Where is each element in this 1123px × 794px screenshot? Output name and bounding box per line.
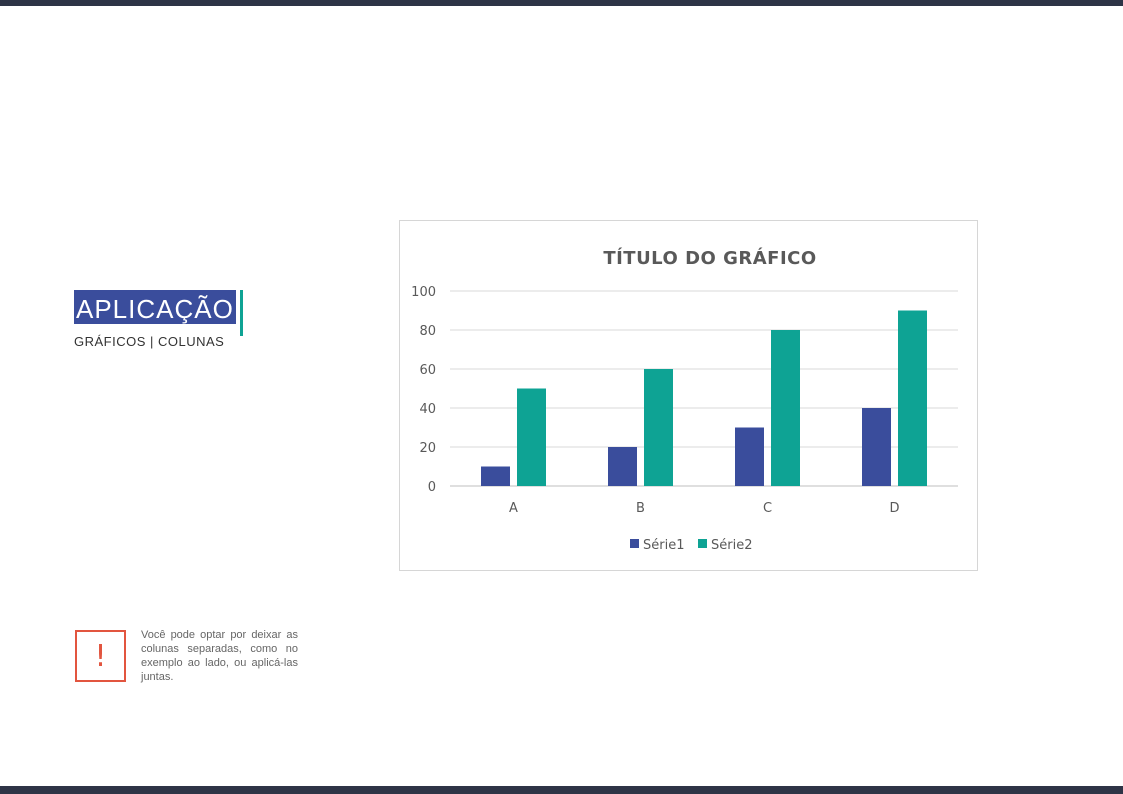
bar-série1-b <box>608 447 637 486</box>
y-tick-label: 40 <box>419 402 436 417</box>
top-frame-bar <box>0 0 1123 6</box>
bar-série2-b <box>644 369 673 486</box>
section-subtitle: GRÁFICOS | COLUNAS <box>74 334 225 349</box>
bar-série1-a <box>481 466 510 486</box>
accent-line <box>239 290 243 336</box>
y-tick-label: 0 <box>428 480 436 495</box>
section-header: APLICAÇÃO <box>74 290 243 336</box>
x-tick-label: A <box>509 501 518 516</box>
y-tick-label: 100 <box>411 285 436 300</box>
legend-label: Série1 <box>643 538 684 553</box>
bottom-frame-bar <box>0 786 1123 794</box>
bar-série2-d <box>898 310 927 486</box>
x-tick-label: C <box>763 501 772 516</box>
legend-swatch <box>630 539 639 548</box>
column-chart: TÍTULO DO GRÁFICO 0 20 40 60 80 100 A B C D Série1 S… <box>411 247 958 553</box>
bar-série2-a <box>517 388 546 486</box>
exclamation-icon: ! <box>94 639 107 674</box>
bar-série1-d <box>862 408 891 486</box>
x-tick-label: D <box>889 501 899 516</box>
legend-label: Série2 <box>711 538 752 553</box>
y-tick-label: 20 <box>419 441 436 456</box>
warning-box: ! <box>75 630 126 682</box>
section-title: APLICAÇÃO <box>74 290 236 324</box>
x-tick-label: B <box>636 501 645 516</box>
chart-container: TÍTULO DO GRÁFICO 0 20 40 60 80 100 A B C D Série1 S… <box>399 220 978 571</box>
legend-swatch <box>698 539 707 548</box>
bar-série2-c <box>771 330 800 486</box>
bar-série1-c <box>735 427 764 486</box>
note-text: Você pode optar por deixar as colunas se… <box>141 629 298 683</box>
y-tick-label: 60 <box>419 363 436 378</box>
chart-title: TÍTULO DO GRÁFICO <box>603 247 816 269</box>
y-tick-label: 80 <box>419 324 436 339</box>
